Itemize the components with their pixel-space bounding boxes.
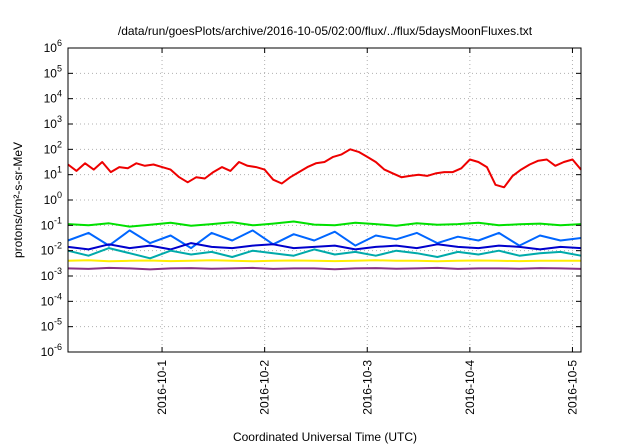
y-tick-label: 102 [44, 139, 62, 156]
y-tick-label: 104 [44, 89, 62, 106]
y-tick-label: 10-4 [41, 291, 62, 308]
y-tick-label: 105 [44, 63, 62, 80]
y-tick-label: 10-5 [41, 317, 62, 334]
y-tick-label: 10-3 [41, 266, 62, 283]
series-line-0 [67, 148, 582, 189]
x-axis-label: Coordinated Universal Time (UTC) [233, 430, 417, 444]
x-tick-label: 2016-10-4 [463, 360, 477, 415]
y-tick-label: 100 [44, 190, 62, 207]
y-tick-label: 106 [44, 38, 62, 55]
series-line-6 [67, 266, 582, 271]
series-line-4 [67, 247, 582, 260]
y-tick-label: 10-2 [41, 241, 62, 258]
x-ticks: 2016-10-1 2016-10-2 2016-10-3 2016-10-4 2016… [155, 48, 579, 415]
y-ticks: 10-6 10-5 10-4 10-3 10-2 10-1 100 101 102 103 104 1… [41, 38, 581, 359]
y-tick-label: 10-6 [41, 342, 62, 359]
series-line-2 [67, 229, 582, 250]
series-layer [67, 148, 582, 271]
x-tick-label: 2016-10-5 [565, 360, 579, 415]
grid [68, 48, 581, 352]
series-line-5 [67, 259, 581, 263]
y-tick-label: 103 [44, 114, 62, 131]
y-axis-label: protons/cm²-s-sr-MeV [11, 142, 25, 258]
x-tick-label: 2016-10-2 [258, 360, 272, 415]
x-tick-label: 2016-10-3 [360, 360, 374, 415]
chart-title: /data/run/goesPlots/archive/2016-10-05/0… [118, 24, 533, 38]
series-line-3 [67, 242, 582, 251]
y-tick-label: 101 [44, 165, 62, 182]
x-tick-label: 2016-10-1 [155, 360, 169, 415]
series-line-1 [67, 220, 582, 228]
y-tick-label: 10-1 [41, 215, 62, 232]
